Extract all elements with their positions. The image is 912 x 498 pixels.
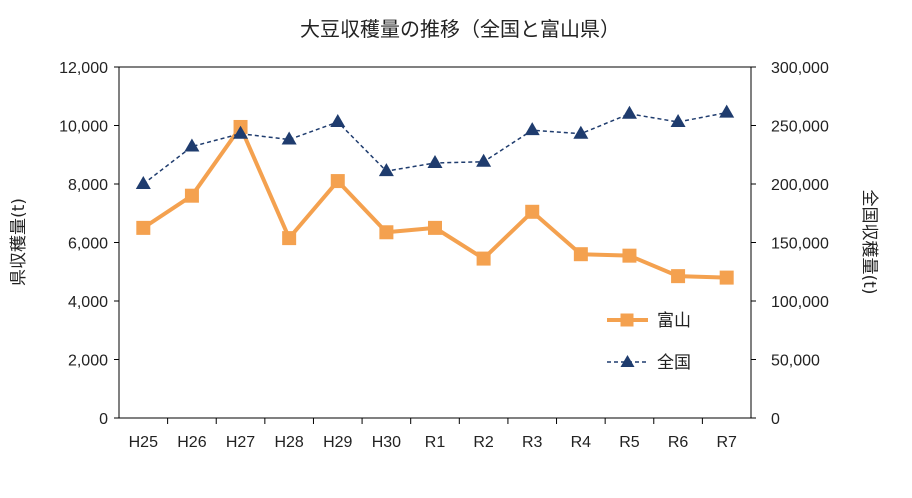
data-point-toyama [379, 225, 394, 240]
data-point-national [281, 131, 297, 145]
x-tick-label: H26 [177, 434, 206, 451]
legend-marker-toyama [620, 313, 634, 327]
right-y-axis: 0 50,000 100,000 150,000 200,000 250,000 300,0… [751, 60, 829, 428]
data-point-toyama [428, 220, 442, 235]
right-axis-title: 全国収穫量(t) [859, 190, 879, 295]
data-point-toyama [282, 231, 297, 246]
x-tick-label: R3 [522, 434, 543, 451]
x-tick-label: R7 [716, 434, 737, 451]
right-tick-label: 100,000 [771, 294, 829, 311]
x-tick-label: H30 [372, 434, 401, 451]
left-tick-label: 8,000 [68, 177, 108, 194]
right-tick-label: 300,000 [771, 60, 829, 77]
right-tick-label: 200,000 [771, 177, 829, 194]
x-tick-label: H25 [129, 434, 158, 451]
x-tick-label: R5 [619, 434, 640, 451]
right-tick-label: 250,000 [771, 119, 829, 136]
x-tick-label: R6 [668, 434, 689, 451]
data-point-national [378, 163, 394, 177]
legend-label-toyama: 富山 [657, 311, 691, 331]
left-tick-label: 2,000 [68, 353, 108, 370]
left-tick-label: 4,000 [68, 294, 108, 311]
data-point-toyama [719, 270, 734, 285]
data-point-national [135, 176, 151, 189]
left-y-axis: 0 2,000 4,000 6,000 8,000 10,000 12,000 [59, 60, 119, 428]
legend-label-national: 全国 [657, 353, 691, 373]
left-axis-title: 県収穫量(t) [9, 198, 29, 286]
chart-title: 大豆収穫量の推移（全国と富山県） [300, 17, 620, 41]
x-tick-label: R1 [425, 434, 446, 451]
data-point-national [330, 113, 346, 127]
data-point-toyama [525, 204, 540, 219]
data-point-national [233, 125, 249, 139]
data-point-toyama [573, 247, 588, 262]
x-tick-label: H28 [274, 434, 303, 451]
data-point-national [719, 104, 735, 118]
legend: 富山 全国 [607, 311, 691, 373]
data-point-toyama [671, 269, 686, 284]
x-tick-label: R2 [473, 434, 494, 451]
left-tick-label: 6,000 [68, 236, 108, 253]
x-tick-label: H29 [323, 434, 352, 451]
left-tick-label: 0 [99, 411, 108, 428]
right-tick-label: 0 [771, 411, 780, 428]
data-point-national [621, 105, 637, 119]
data-point-toyama [330, 174, 345, 189]
x-tick-label: R4 [571, 434, 592, 451]
data-point-national [476, 153, 492, 167]
data-point-toyama [184, 188, 199, 203]
legend-marker-national [620, 355, 635, 367]
x-axis: H25 H26 H27 H28 H29 H30 R1 R2 R3 R4 R5 R6 R7 [129, 418, 737, 451]
left-tick-label: 10,000 [59, 119, 108, 136]
data-point-national [427, 154, 443, 168]
series-layer [135, 104, 735, 285]
series-line-toyama [142, 124, 727, 280]
data-point-toyama [136, 220, 151, 235]
data-point-national [524, 122, 540, 136]
right-tick-label: 50,000 [771, 353, 820, 370]
data-point-national [184, 138, 200, 152]
data-point-national [670, 113, 686, 127]
x-tick-label: H27 [226, 434, 255, 451]
series-line-national [142, 111, 727, 185]
data-point-national [573, 125, 589, 139]
data-point-toyama [622, 248, 637, 263]
right-tick-label: 150,000 [771, 236, 829, 253]
left-tick-label: 12,000 [59, 60, 108, 77]
data-point-toyama [476, 251, 491, 266]
